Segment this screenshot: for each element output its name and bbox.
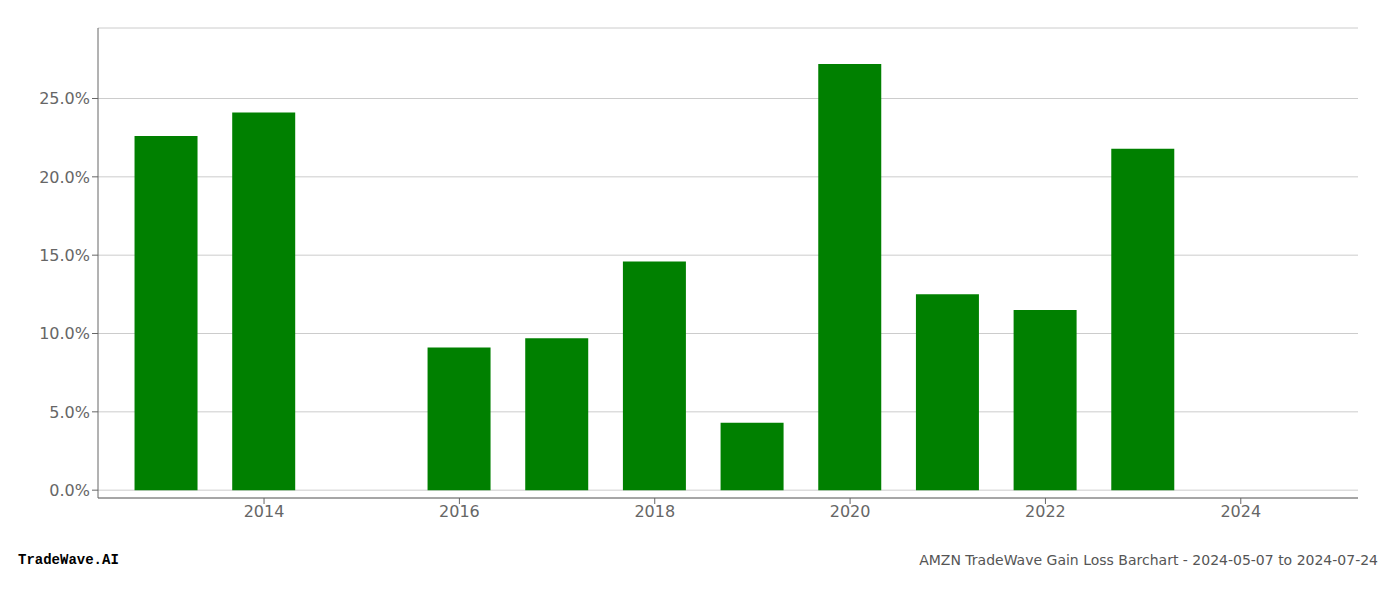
html-text:TradeWave.AI: TradeWave.AI xyxy=(18,552,119,568)
svg-text:2014: 2014 xyxy=(244,502,285,521)
html-text:AMZN TradeWave Gain Loss Barch: AMZN TradeWave Gain Loss Barchart - 2024… xyxy=(919,552,1378,568)
svg-text:0.0%: 0.0% xyxy=(49,481,90,500)
svg-text:5.0%: 5.0% xyxy=(49,403,90,422)
svg-text:2016: 2016 xyxy=(439,502,480,521)
svg-text:15.0%: 15.0% xyxy=(39,246,90,265)
svg-text:2020: 2020 xyxy=(830,502,871,521)
svg-text:2024: 2024 xyxy=(1220,502,1261,521)
svg-text:25.0%: 25.0% xyxy=(39,89,90,108)
svg-text:10.0%: 10.0% xyxy=(39,324,90,343)
svg-text:20.0%: 20.0% xyxy=(39,168,90,187)
svg-text:2018: 2018 xyxy=(634,502,675,521)
svg-text:2022: 2022 xyxy=(1025,502,1066,521)
